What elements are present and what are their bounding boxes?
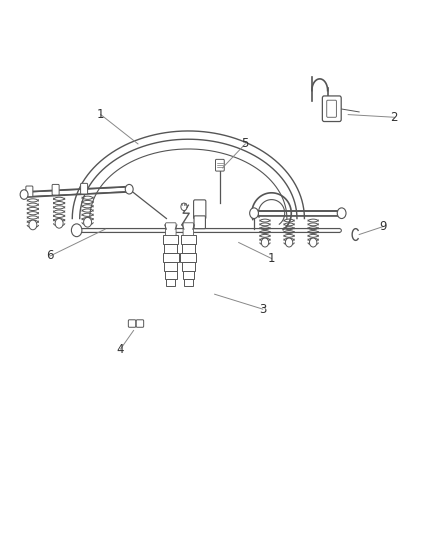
FancyBboxPatch shape — [194, 216, 205, 229]
Circle shape — [250, 208, 258, 219]
Text: 4: 4 — [117, 343, 124, 356]
Bar — [163, 253, 179, 262]
FancyBboxPatch shape — [215, 159, 224, 171]
FancyBboxPatch shape — [52, 184, 59, 195]
Text: 1: 1 — [268, 252, 276, 265]
Bar — [164, 244, 177, 253]
Bar — [181, 235, 196, 244]
FancyBboxPatch shape — [194, 200, 206, 219]
FancyBboxPatch shape — [26, 186, 33, 197]
FancyBboxPatch shape — [327, 100, 336, 117]
FancyBboxPatch shape — [166, 223, 176, 236]
Circle shape — [55, 219, 63, 228]
Text: 6: 6 — [46, 249, 54, 262]
Bar — [184, 279, 193, 286]
Circle shape — [29, 220, 37, 230]
Bar — [183, 271, 194, 279]
FancyBboxPatch shape — [128, 320, 136, 327]
Circle shape — [181, 203, 187, 211]
Text: 2: 2 — [390, 111, 398, 124]
Text: 5: 5 — [242, 138, 249, 150]
Circle shape — [286, 238, 293, 247]
FancyBboxPatch shape — [322, 96, 341, 122]
Bar — [164, 262, 177, 271]
Circle shape — [20, 190, 28, 199]
Text: 9: 9 — [379, 220, 387, 233]
Bar — [166, 279, 175, 286]
Bar — [182, 244, 195, 253]
Text: 1: 1 — [97, 108, 105, 121]
Circle shape — [125, 184, 133, 194]
Bar — [165, 271, 177, 279]
Circle shape — [310, 238, 317, 247]
FancyBboxPatch shape — [81, 183, 88, 194]
Circle shape — [261, 238, 268, 247]
Bar — [182, 262, 195, 271]
Text: 3: 3 — [259, 303, 266, 316]
FancyBboxPatch shape — [183, 223, 194, 236]
Circle shape — [84, 217, 92, 227]
FancyBboxPatch shape — [136, 320, 144, 327]
Bar — [180, 253, 196, 262]
Circle shape — [337, 208, 346, 219]
Bar — [163, 235, 178, 244]
Circle shape — [71, 224, 82, 237]
